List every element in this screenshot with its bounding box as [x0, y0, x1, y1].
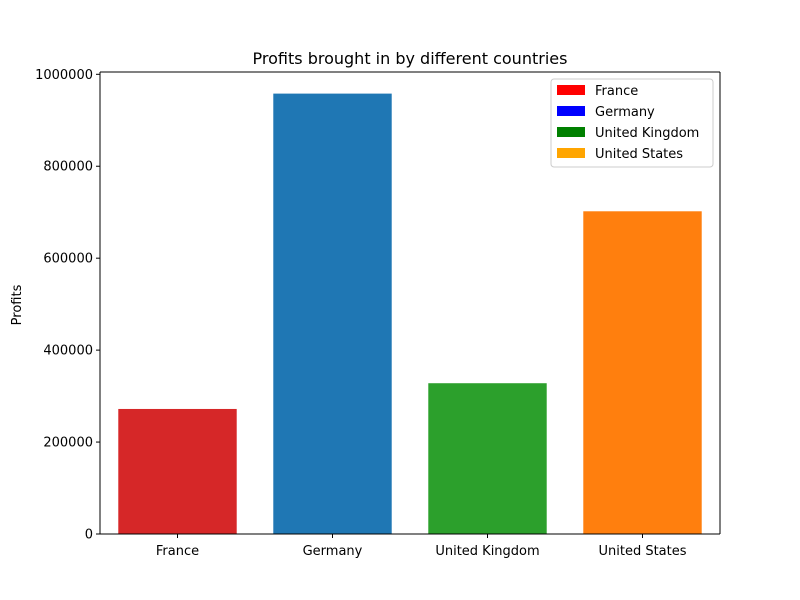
y-axis-label: Profits — [10, 284, 25, 325]
axes-group — [99, 71, 721, 535]
legend-swatch — [557, 85, 585, 95]
y-tick-label: 200000 — [43, 436, 93, 451]
y-ticks-group: 0 200000 400000 600000 800000 1000000 — [35, 68, 100, 543]
x-ticks-group: France Germany United Kingdom United States — [156, 534, 687, 559]
legend-swatch — [557, 106, 585, 116]
bar — [583, 211, 702, 534]
y-tick-label: 0 — [85, 528, 93, 543]
x-tick-label: Germany — [303, 544, 363, 559]
bar — [118, 408, 237, 534]
bar — [273, 93, 392, 535]
legend: France Germany United Kingdom United States — [550, 78, 714, 168]
bar — [428, 383, 547, 534]
y-tick-label: 400000 — [43, 344, 93, 359]
y-tick-label: 1000000 — [35, 68, 93, 83]
legend-swatch — [557, 127, 585, 137]
legend-label: France — [595, 84, 638, 99]
chart-title: Profits brought in by different countrie… — [253, 49, 568, 68]
x-tick-label: United States — [598, 544, 686, 559]
x-tick-label: United Kingdom — [435, 544, 539, 559]
bars-group — [118, 93, 702, 535]
legend-label: United States — [595, 147, 683, 162]
legend-swatch — [557, 148, 585, 158]
y-tick-label: 800000 — [43, 160, 93, 175]
legend-box — [550, 78, 714, 168]
y-tick-label: 600000 — [43, 252, 93, 267]
legend-label: Germany — [595, 105, 655, 120]
legend-label: United Kingdom — [595, 126, 699, 141]
x-tick-label: France — [156, 544, 199, 559]
